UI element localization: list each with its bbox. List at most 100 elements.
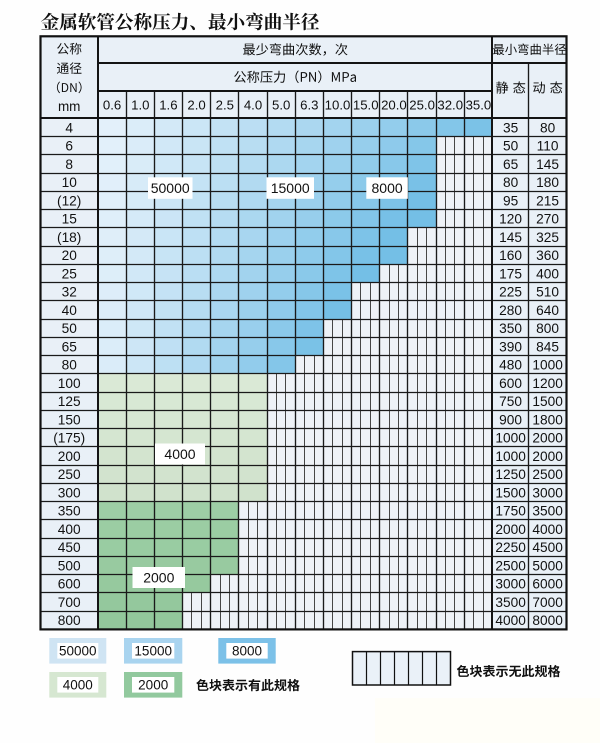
svg-text:4.0: 4.0 xyxy=(244,98,262,113)
svg-text:200: 200 xyxy=(58,449,81,464)
svg-text:6000: 6000 xyxy=(532,577,563,592)
svg-text:100: 100 xyxy=(58,376,81,391)
svg-text:4000: 4000 xyxy=(532,522,563,537)
svg-text:215: 215 xyxy=(536,193,559,208)
svg-text:145: 145 xyxy=(499,230,522,245)
svg-text:32.0: 32.0 xyxy=(437,98,463,113)
svg-text:510: 510 xyxy=(536,285,559,300)
svg-text:2500: 2500 xyxy=(532,467,563,482)
svg-text:15000: 15000 xyxy=(271,180,310,196)
svg-text:390: 390 xyxy=(499,339,522,354)
svg-text:3000: 3000 xyxy=(495,577,526,592)
svg-text:20: 20 xyxy=(62,248,78,263)
svg-text:400: 400 xyxy=(58,522,81,537)
svg-text:125: 125 xyxy=(58,394,81,409)
svg-text:1000: 1000 xyxy=(495,431,526,446)
svg-text:65: 65 xyxy=(503,157,519,172)
svg-text:15000: 15000 xyxy=(134,644,172,659)
svg-text:1000: 1000 xyxy=(532,358,563,373)
svg-text:500: 500 xyxy=(58,558,81,573)
svg-text:1000: 1000 xyxy=(495,449,526,464)
svg-text:2.5: 2.5 xyxy=(216,98,234,113)
svg-text:6: 6 xyxy=(65,139,73,154)
svg-text:1.0: 1.0 xyxy=(131,98,149,113)
svg-text:0.6: 0.6 xyxy=(103,98,121,113)
svg-text:1.6: 1.6 xyxy=(159,98,177,113)
svg-text:270: 270 xyxy=(536,212,559,227)
svg-text:4: 4 xyxy=(65,120,73,135)
svg-text:8000: 8000 xyxy=(232,644,262,659)
svg-text:2000: 2000 xyxy=(138,678,168,693)
svg-text:10: 10 xyxy=(62,175,78,190)
svg-text:700: 700 xyxy=(58,595,81,610)
svg-text:3500: 3500 xyxy=(532,504,563,519)
svg-text:6.3: 6.3 xyxy=(300,98,318,113)
svg-text:15.0: 15.0 xyxy=(353,98,379,113)
svg-text:2000: 2000 xyxy=(532,449,563,464)
svg-text:7000: 7000 xyxy=(532,595,563,610)
svg-text:3000: 3000 xyxy=(532,485,563,500)
svg-text:180: 180 xyxy=(536,175,559,190)
svg-text:600: 600 xyxy=(58,577,81,592)
svg-text:400: 400 xyxy=(536,266,559,281)
svg-text:5000: 5000 xyxy=(532,558,563,573)
svg-text:325: 325 xyxy=(536,230,559,245)
svg-text:50000: 50000 xyxy=(151,180,190,196)
svg-text:300: 300 xyxy=(58,485,81,500)
svg-text:(175): (175) xyxy=(53,431,85,446)
svg-text:2.0: 2.0 xyxy=(187,98,205,113)
svg-text:1750: 1750 xyxy=(495,504,526,519)
svg-text:65: 65 xyxy=(62,339,78,354)
svg-text:150: 150 xyxy=(58,412,81,427)
svg-text:25.0: 25.0 xyxy=(409,98,435,113)
svg-text:40: 40 xyxy=(62,303,78,318)
svg-text:10.0: 10.0 xyxy=(325,98,351,113)
svg-text:32: 32 xyxy=(62,285,77,300)
svg-text:4500: 4500 xyxy=(532,540,563,555)
svg-text:360: 360 xyxy=(536,248,559,263)
svg-text:35.0: 35.0 xyxy=(466,98,492,113)
svg-text:800: 800 xyxy=(58,613,81,628)
svg-text:350: 350 xyxy=(58,504,81,519)
svg-text:50: 50 xyxy=(503,139,519,154)
svg-text:3500: 3500 xyxy=(495,595,526,610)
svg-text:1800: 1800 xyxy=(532,412,563,427)
svg-text:25: 25 xyxy=(62,266,78,281)
svg-text:280: 280 xyxy=(499,303,522,318)
svg-text:2500: 2500 xyxy=(495,558,526,573)
svg-text:640: 640 xyxy=(536,303,559,318)
svg-text:2000: 2000 xyxy=(532,431,563,446)
svg-text:145: 145 xyxy=(536,157,559,172)
svg-text:750: 750 xyxy=(499,394,522,409)
svg-text:80: 80 xyxy=(503,175,519,190)
svg-text:4000: 4000 xyxy=(63,678,93,693)
svg-text:1200: 1200 xyxy=(532,376,563,391)
svg-text:8000: 8000 xyxy=(532,613,563,628)
svg-text:80: 80 xyxy=(540,120,556,135)
svg-text:2000: 2000 xyxy=(143,569,174,585)
svg-text:95: 95 xyxy=(503,193,519,208)
svg-text:5.0: 5.0 xyxy=(272,98,290,113)
svg-text:1500: 1500 xyxy=(495,485,526,500)
svg-text:4000: 4000 xyxy=(164,446,195,462)
svg-text:20.0: 20.0 xyxy=(381,98,407,113)
svg-text:80: 80 xyxy=(62,358,78,373)
svg-text:8000: 8000 xyxy=(372,180,403,196)
svg-text:800: 800 xyxy=(536,321,559,336)
svg-text:mm: mm xyxy=(58,99,81,114)
svg-text:(18): (18) xyxy=(57,230,81,245)
svg-text:8: 8 xyxy=(65,157,73,172)
svg-text:110: 110 xyxy=(537,139,559,154)
svg-text:15: 15 xyxy=(62,212,78,227)
svg-text:2250: 2250 xyxy=(495,540,526,555)
svg-text:175: 175 xyxy=(499,266,522,281)
svg-text:900: 900 xyxy=(499,412,522,427)
svg-text:50000: 50000 xyxy=(59,644,97,659)
svg-text:160: 160 xyxy=(499,248,522,263)
svg-text:450: 450 xyxy=(58,540,81,555)
svg-text:(12): (12) xyxy=(57,193,81,208)
svg-text:350: 350 xyxy=(499,321,522,336)
svg-text:1250: 1250 xyxy=(495,467,526,482)
svg-text:480: 480 xyxy=(499,358,522,373)
svg-text:845: 845 xyxy=(536,339,559,354)
